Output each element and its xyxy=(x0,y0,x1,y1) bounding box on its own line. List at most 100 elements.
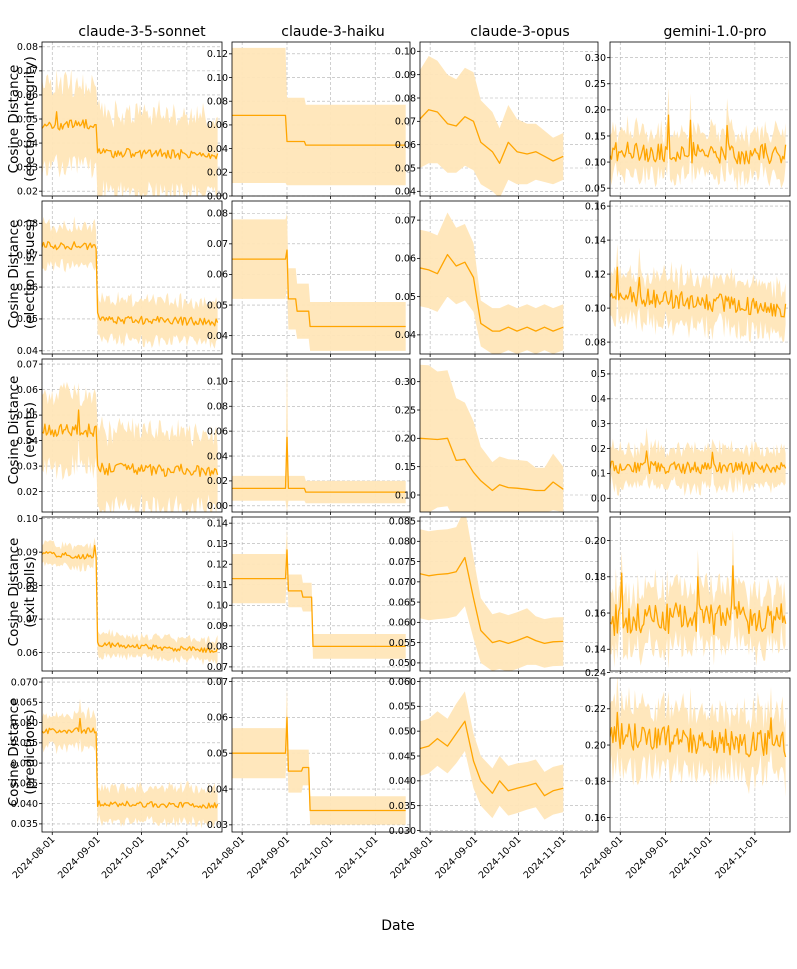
series-line xyxy=(232,436,406,493)
panel-r1-c2: 0.00 0.02 0.04 0.06 0.08 0.10 0.12 xyxy=(207,41,411,202)
y-tick-label: 0.045 xyxy=(11,779,38,790)
x-tick-label: 2024-09-01 xyxy=(56,834,103,881)
y-tick-label: 0.035 xyxy=(389,801,416,812)
column-title-2: claude-3-haiku xyxy=(281,24,384,40)
y-tick-label: 0.11 xyxy=(207,580,228,591)
y-tick-label: 0.04 xyxy=(207,331,228,342)
y-tick-label: 0.06 xyxy=(207,713,228,724)
y-tick-label: 0.055 xyxy=(389,702,416,713)
axes-frame xyxy=(609,516,791,672)
y-tick-label: 0.07 xyxy=(207,677,228,688)
panel-r3-c1: 0.02 0.03 0.04 0.05 0.06 0.07 xyxy=(17,358,223,515)
y-tick-label: 0.5 xyxy=(591,369,606,380)
series-line xyxy=(42,544,219,654)
y-tick-label: 0.07 xyxy=(17,250,38,261)
y-tick-label: 0.20 xyxy=(585,536,606,547)
y-tick-label: 0.14 xyxy=(585,645,606,656)
y-tick-label: 0.3 xyxy=(591,419,606,430)
y-tick-label: 0.07 xyxy=(207,239,228,250)
y-tick-label: 0.07 xyxy=(17,614,38,625)
y-tick-label: 0.060 xyxy=(11,718,38,729)
series-line xyxy=(420,556,564,645)
panel-r1-c1: 0.02 0.03 0.04 0.05 0.06 0.07 0.08 xyxy=(17,41,223,199)
y-tick-label: 0.07 xyxy=(395,117,416,128)
axes-frame xyxy=(419,516,599,672)
uncertainty-band xyxy=(232,213,406,351)
uncertainty-band xyxy=(42,537,218,666)
series-line xyxy=(42,717,219,809)
y-tick-label: 0.10 xyxy=(17,514,38,525)
axes-frame xyxy=(419,358,599,513)
y-tick-label: 0.08 xyxy=(585,337,606,348)
y-tick-label: 0.22 xyxy=(585,704,606,715)
y-tick-label: 0.05 xyxy=(17,314,38,325)
row-label-2-line1: Cosine Distance xyxy=(6,220,22,329)
uncertainty-band xyxy=(232,529,406,659)
y-tick-label: 0.04 xyxy=(395,330,416,341)
panel-r4-c2: 0.07 0.08 0.09 0.10 0.11 0.12 0.13 0.14 xyxy=(207,516,411,674)
uncertainty-band xyxy=(610,427,786,497)
y-tick-label: 0.08 xyxy=(207,642,228,653)
y-tick-label: 0.2 xyxy=(591,444,606,455)
axes-frame xyxy=(419,41,599,197)
y-tick-label: 0.05 xyxy=(585,183,606,194)
axes-frame xyxy=(419,677,599,833)
panel-r4-c3: 0.050 0.055 0.060 0.065 0.070 0.075 0.080 0.085 xyxy=(389,516,599,674)
uncertainty-band xyxy=(232,362,406,512)
series-line xyxy=(420,109,564,164)
series-line xyxy=(420,720,564,797)
column-title-3: claude-3-opus xyxy=(470,24,569,40)
y-tick-label: 0.06 xyxy=(395,254,416,265)
y-tick-label: 0.15 xyxy=(395,462,416,473)
panel-r2-c3: 0.04 0.05 0.06 0.07 xyxy=(395,200,599,357)
panel-r5-c3: 0.030 0.035 0.040 0.045 0.050 0.055 0.060 2024-… xyxy=(388,677,599,881)
y-tick-label: 0.08 xyxy=(207,97,228,108)
y-tick-label: 0.14 xyxy=(585,235,606,246)
y-tick-label: 0.09 xyxy=(17,547,38,558)
y-tick-label: 0.10 xyxy=(395,490,416,501)
y-tick-label: 0.050 xyxy=(11,758,38,769)
series-line xyxy=(610,450,787,475)
y-tick-label: 0.050 xyxy=(389,726,416,737)
y-tick-label: 0.20 xyxy=(585,105,606,116)
uncertainty-band xyxy=(610,678,786,797)
y-tick-label: 0.05 xyxy=(17,114,38,125)
y-tick-label: 0.25 xyxy=(395,405,416,416)
axes-frame xyxy=(231,358,411,513)
y-tick-label: 0.060 xyxy=(389,677,416,688)
x-tick-label: 2024-10-01 xyxy=(100,834,147,881)
y-tick-label: 0.30 xyxy=(585,53,606,64)
y-tick-label: 0.02 xyxy=(17,487,38,498)
y-tick-label: 0.06 xyxy=(17,648,38,659)
uncertainty-band xyxy=(42,698,218,829)
y-tick-label: 0.065 xyxy=(11,698,38,709)
y-tick-label: 0.0 xyxy=(591,494,606,505)
y-tick-label: 0.10 xyxy=(585,157,606,168)
y-tick-label: 0.06 xyxy=(207,120,228,131)
series-line xyxy=(610,114,787,165)
y-tick-label: 0.08 xyxy=(395,93,416,104)
x-tick-label: 2024-09-01 xyxy=(245,834,292,881)
panel-r1-c4: 0.05 0.10 0.15 0.20 0.25 0.30 xyxy=(585,41,791,199)
y-tick-label: 0.20 xyxy=(585,740,606,751)
panel-r2-c2: 0.04 0.05 0.06 0.07 0.08 xyxy=(207,200,411,357)
y-tick-label: 0.040 xyxy=(389,776,416,787)
x-tick-label: 2024-09-01 xyxy=(624,834,671,881)
y-tick-label: 0.05 xyxy=(395,163,416,174)
y-tick-label: 0.04 xyxy=(395,187,416,198)
y-tick-label: 0.070 xyxy=(11,677,38,688)
y-tick-label: 0.06 xyxy=(395,140,416,151)
panel-r3-c2: 0.00 0.02 0.04 0.06 0.08 0.10 xyxy=(207,358,411,515)
series-line xyxy=(232,716,406,812)
y-tick-label: 0.04 xyxy=(207,451,228,462)
uncertainty-band xyxy=(232,47,406,186)
y-tick-label: 0.24 xyxy=(585,668,606,679)
uncertainty-band xyxy=(420,364,564,512)
axes-frame xyxy=(41,677,223,833)
y-tick-label: 0.065 xyxy=(389,597,416,608)
y-tick-label: 0.080 xyxy=(389,537,416,548)
y-tick-label: 0.10 xyxy=(207,377,228,388)
y-tick-label: 0.04 xyxy=(207,144,228,155)
x-axis-label: Date xyxy=(381,918,414,934)
y-tick-label: 0.12 xyxy=(585,269,606,280)
